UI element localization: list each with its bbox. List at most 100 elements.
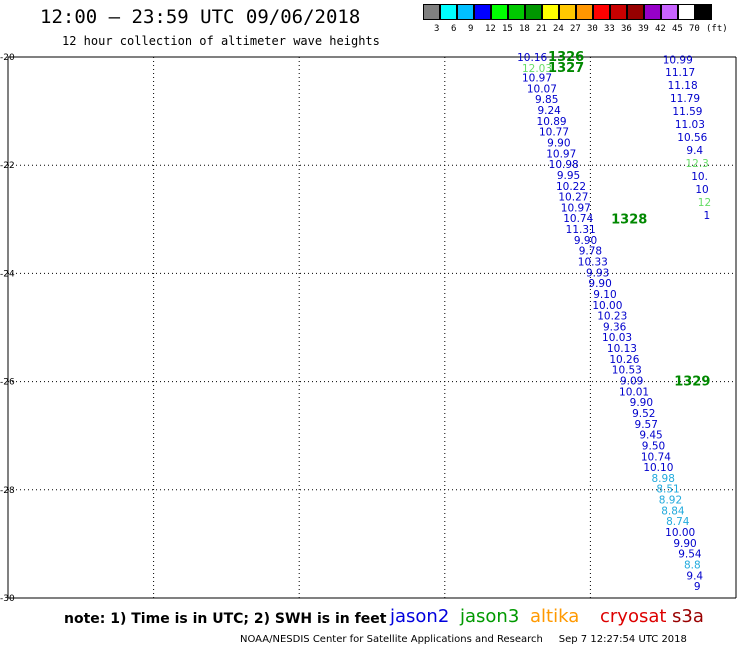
swh-value-label: 9.52	[632, 408, 655, 420]
swh-value-label: 10.27	[558, 192, 588, 204]
scale-label: 33	[604, 24, 615, 34]
scale-swatch	[423, 4, 440, 20]
scale-label: 39	[638, 24, 649, 34]
swh-value-label: 10.13	[607, 343, 637, 355]
scale-label: 21	[536, 24, 547, 34]
swh-value-label: 8.74	[666, 516, 690, 528]
scale-label: 3	[434, 24, 440, 34]
satellite-legend-jason2: jason2	[390, 606, 450, 627]
scale-label: 6	[451, 24, 457, 34]
swh-value-label: 10.00	[665, 527, 695, 539]
swh-value-label: 10.07	[527, 83, 557, 95]
chart-subtitle: 12 hour collection of altimeter wave hei…	[62, 34, 380, 48]
satellite-legend-jason3: jason3	[460, 606, 520, 627]
swh-value-label: 10.74	[563, 213, 593, 225]
swh-value-label: 10.03	[602, 332, 632, 344]
credit-text: NOAA/NESDIS Center for Satellite Applica…	[240, 634, 543, 645]
swh-value-label: 10.99	[663, 55, 693, 67]
swh-value-label: 8.84	[661, 505, 685, 517]
swh-value-label: 1	[704, 210, 711, 222]
swh-value-label: 9.57	[635, 419, 658, 431]
swh-value-label: 10.33	[578, 256, 608, 268]
scale-label: 36	[621, 24, 632, 34]
scale-label: 18	[519, 24, 530, 34]
swh-value-label: 9.4	[686, 145, 703, 157]
scale-label: 24	[553, 24, 564, 34]
swh-value-label: 10.10	[643, 462, 673, 474]
swh-value-label: 8.92	[659, 495, 682, 507]
swh-value-label: 10.97	[561, 202, 591, 214]
swh-value-label: 10.53	[612, 365, 642, 377]
scale-label: (ft)	[706, 24, 728, 34]
scale-swatch	[559, 4, 576, 20]
swh-value-label: 10.16	[517, 52, 547, 64]
swh-value-label: 9.93	[586, 267, 609, 279]
y-tick-label: -24	[0, 269, 15, 279]
scale-swatch	[678, 4, 695, 20]
y-tick-label: -30	[0, 594, 15, 604]
footer-note: note: 1) Time is in UTC; 2) SWH is in fe…	[64, 611, 387, 627]
scale-swatch	[525, 4, 542, 20]
swh-value-label: 11.18	[668, 80, 698, 92]
swh-value-label: 10.97	[546, 148, 576, 160]
scale-swatch	[627, 4, 644, 20]
scale-label: 70	[689, 24, 700, 34]
swh-value-label: 10.77	[539, 127, 569, 139]
data-points: 10.1612.0310.9710.079.859.2410.8910.779.…	[517, 52, 711, 593]
swh-value-label: 10.00	[592, 300, 622, 312]
chart-title: 12:00 – 23:59 UTC 09/06/2018	[40, 6, 361, 28]
swh-value-label: 10.26	[609, 354, 639, 366]
swh-value-label: 10	[695, 184, 708, 196]
y-tick-label: -26	[0, 378, 15, 388]
y-tick-label: -20	[0, 53, 15, 63]
scale-swatch	[695, 4, 712, 20]
scale-swatch	[576, 4, 593, 20]
axis-ticks: -105-102-99-96-93-90-20-22-24-26-28-30	[0, 53, 15, 604]
scale-swatch	[491, 4, 508, 20]
scale-swatch	[542, 4, 559, 20]
swh-value-label: 9.90	[673, 538, 696, 550]
swh-value-label: 9.95	[557, 170, 580, 182]
scale-swatch	[661, 4, 678, 20]
swh-value-label: 9.36	[603, 321, 627, 333]
scale-swatch	[457, 4, 474, 20]
swh-value-label: 9.54	[678, 549, 702, 561]
pass-number-label: 1329	[674, 375, 710, 390]
swh-value-label: 9.09	[620, 376, 643, 388]
pass-number-label: 1326	[548, 50, 584, 65]
swh-value-label: 9.4	[686, 570, 703, 582]
scale-label: 15	[502, 24, 513, 34]
swh-value-label: 10.98	[549, 159, 579, 171]
grid-lines	[7, 56, 737, 599]
satellite-legend-s3a: s3a	[672, 606, 704, 627]
pass-number-label: 1328	[611, 212, 647, 227]
swh-value-label: 9.90	[588, 278, 611, 290]
swh-value-label: 9.90	[547, 137, 570, 149]
swh-value-label: 9.90	[630, 397, 653, 409]
swh-value-label: 10.22	[556, 181, 586, 193]
swh-value-label: 10.97	[522, 73, 552, 85]
satellite-legend-cryosat: cryosat	[600, 606, 667, 627]
swh-value-label: 9.50	[642, 440, 665, 452]
swh-value-label: 9.24	[537, 105, 561, 117]
scale-label: 42	[655, 24, 666, 34]
scale-label: 30	[587, 24, 598, 34]
swh-value-label: 11.31	[566, 224, 596, 236]
scale-label: 12	[485, 24, 496, 34]
swh-value-label: 9.90	[574, 235, 597, 247]
swh-value-label: 10.56	[677, 132, 707, 144]
swh-value-label: 10.74	[641, 451, 671, 463]
generation-timestamp: Sep 7 12:27:54 UTC 2018	[558, 634, 687, 645]
swh-value-label: 11.03	[675, 119, 705, 131]
satellite-legend-altika: altika	[530, 606, 580, 627]
swh-value-label: 9.78	[579, 246, 602, 258]
scale-label: 9	[468, 24, 474, 34]
swh-value-label: 9.45	[639, 430, 662, 442]
scale-swatch	[593, 4, 610, 20]
credit-spacer	[546, 634, 556, 645]
scale-swatch	[474, 4, 491, 20]
swh-value-label: 10.01	[619, 386, 649, 398]
swh-value-label: 8.98	[652, 473, 675, 485]
swh-value-label: 9.10	[593, 289, 616, 301]
altimeter-plot: -105-102-99-96-93-90-20-22-24-26-28-30 1…	[0, 50, 737, 604]
